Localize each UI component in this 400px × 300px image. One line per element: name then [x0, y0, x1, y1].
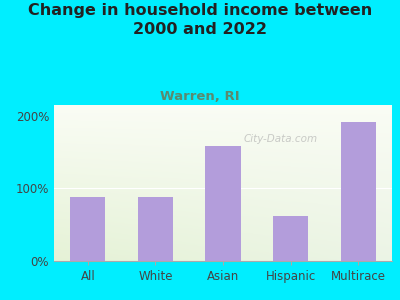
Text: Change in household income between
2000 and 2022: Change in household income between 2000 …: [28, 3, 372, 37]
Text: City-Data.com: City-Data.com: [243, 134, 318, 144]
Bar: [273, 216, 308, 261]
Bar: [341, 122, 376, 261]
Bar: [70, 197, 105, 261]
Bar: [138, 197, 173, 261]
Bar: [206, 146, 240, 261]
Text: Warren, RI: Warren, RI: [160, 90, 240, 103]
